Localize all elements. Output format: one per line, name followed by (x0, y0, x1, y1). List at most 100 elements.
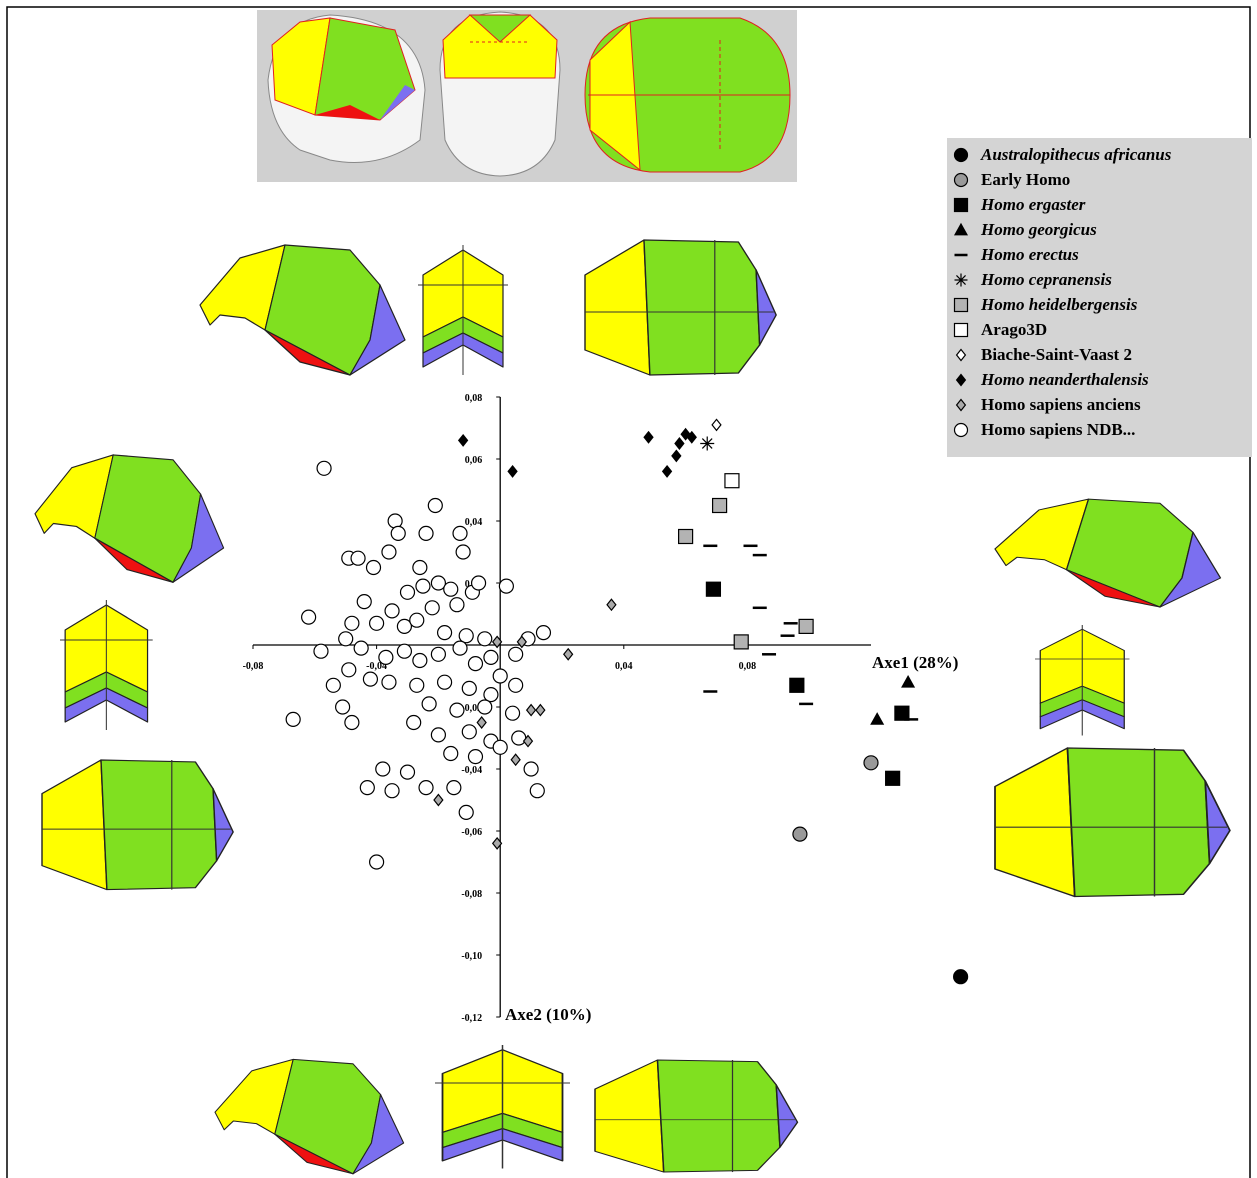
y-tick-label: -0,02 (461, 703, 482, 714)
point (412, 559, 428, 576)
legend-label: Homo georgicus (981, 219, 1097, 239)
reference-skulls (257, 10, 797, 182)
legend-item: Homo sapiens anciens (953, 392, 1246, 417)
point (661, 464, 673, 478)
point (443, 745, 459, 762)
point (313, 643, 329, 659)
point (522, 734, 534, 748)
legend-label: Biache-Saint-Vaast 2 (981, 344, 1132, 364)
point (677, 528, 694, 545)
legend-item: Homo erectus (953, 242, 1246, 267)
point (458, 804, 474, 821)
point (510, 753, 521, 767)
legend-item: Homo heidelbergensis (953, 292, 1246, 317)
point (894, 705, 910, 721)
point (362, 671, 379, 687)
point (359, 779, 375, 796)
point (381, 544, 397, 560)
legend-item: Biache-Saint-Vaast 2 (953, 342, 1246, 367)
legend-marker (954, 253, 968, 256)
y-tick-label: -0,10 (461, 951, 482, 962)
legend-label: Homo sapiens anciens (981, 394, 1141, 414)
point (396, 618, 413, 635)
point (885, 770, 901, 786)
point (953, 222, 969, 235)
point (563, 647, 574, 661)
y-tick-label: 0,06 (465, 455, 483, 466)
point (477, 631, 493, 647)
legend-label: Homo heidelbergensis (981, 294, 1138, 314)
point (686, 430, 697, 444)
legend-marker (953, 172, 969, 187)
point (955, 348, 967, 361)
point (674, 437, 685, 450)
point (483, 686, 499, 703)
point (384, 783, 400, 799)
point (446, 779, 462, 796)
y-tick-label: -0,08 (461, 889, 482, 900)
point (511, 730, 527, 746)
point (492, 668, 508, 684)
point (529, 783, 545, 799)
point (365, 559, 382, 576)
point (335, 699, 351, 715)
point (381, 674, 397, 690)
point (476, 716, 487, 729)
point (415, 578, 431, 594)
point (356, 593, 372, 610)
legend-marker (953, 422, 969, 437)
legend-label: Homo cepranensis (981, 269, 1112, 289)
legend-label: Australopithecus africanus (981, 144, 1172, 164)
point (711, 497, 728, 514)
legend-marker (953, 297, 969, 312)
point (955, 373, 967, 386)
point (427, 497, 443, 514)
point (449, 597, 465, 613)
point (953, 322, 969, 337)
point (535, 703, 546, 717)
point (396, 643, 413, 659)
y-tick-label: 0,08 (465, 393, 483, 404)
point (863, 755, 879, 771)
point (792, 826, 808, 842)
point (338, 631, 354, 647)
point (870, 712, 885, 725)
point (525, 703, 537, 717)
point (724, 473, 740, 489)
point (421, 696, 437, 712)
legend-marker (955, 348, 967, 361)
legend-marker (953, 222, 969, 235)
x-tick-label: -0,04 (366, 661, 387, 672)
point (483, 649, 499, 666)
point (477, 699, 493, 715)
point (430, 727, 446, 743)
point (491, 635, 503, 649)
point (507, 464, 518, 478)
point (491, 836, 503, 850)
point (418, 525, 434, 542)
y-tick-label: -0,04 (461, 765, 482, 776)
legend-item: Homo sapiens NDB... (953, 417, 1246, 442)
point (535, 624, 552, 641)
point (409, 677, 425, 693)
legend-item: Arago3D (953, 317, 1246, 342)
point (387, 513, 403, 529)
legend-label: Arago3D (981, 319, 1048, 339)
y-tick-label: 0,04 (465, 517, 483, 528)
x-axis-title: Axe1 (28%) (872, 653, 958, 672)
legend-label: Homo sapiens NDB... (981, 419, 1136, 439)
point (671, 449, 682, 463)
point (390, 525, 406, 542)
point (409, 612, 425, 628)
legend-marker (953, 197, 969, 212)
legend-label: Homo erectus (981, 244, 1079, 264)
point (733, 634, 749, 650)
point (436, 624, 453, 641)
point (461, 680, 477, 697)
point (516, 635, 527, 649)
point (953, 147, 969, 162)
point (433, 793, 444, 807)
point (643, 430, 654, 444)
point (430, 575, 446, 591)
